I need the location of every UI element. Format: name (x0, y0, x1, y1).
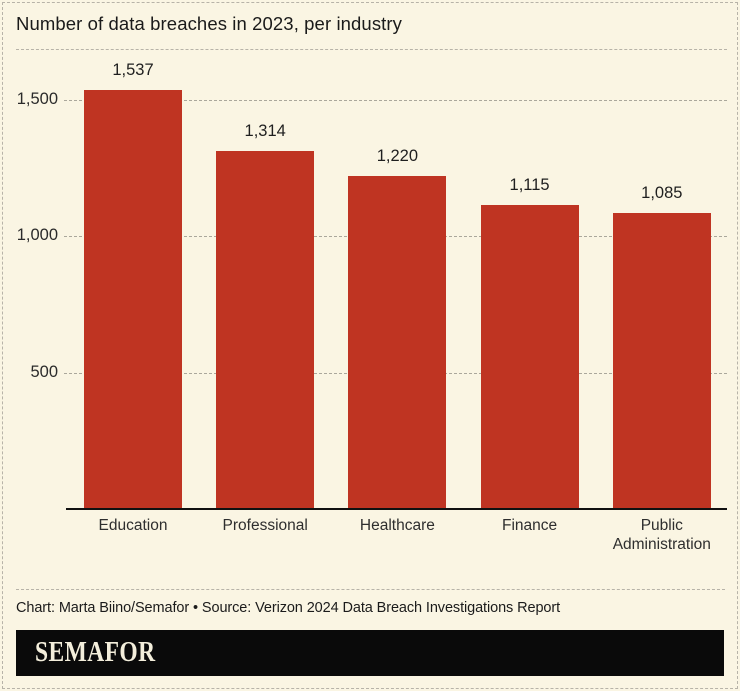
category-label: Healthcare (359, 517, 435, 534)
gridline-1500 (64, 100, 727, 101)
bar-professional (216, 150, 315, 509)
x-axis-line (66, 508, 727, 510)
category-label: Professional (222, 517, 308, 534)
chart-title: Number of data breaches in 2023, per ind… (16, 13, 403, 34)
bar-value-label: 1,220 (376, 147, 419, 166)
bar-value-label: 1,115 (509, 175, 550, 194)
bar-value-label: 1,085 (641, 184, 683, 203)
bar-healthcare (348, 176, 447, 509)
bar-value-label: 1,314 (244, 121, 286, 140)
bar-education (84, 89, 182, 509)
semafor-logo: SEMAFOR (35, 637, 156, 668)
brand-bar: SEMAFOR (16, 630, 724, 676)
bar-value-label: 1,537 (112, 60, 154, 79)
bar-finance (480, 204, 579, 509)
footer-divider (16, 589, 725, 590)
category-label: Education (98, 517, 168, 534)
source-credit: Chart: Marta Biino/Semafor • Source: Ver… (16, 600, 561, 616)
title-divider (16, 49, 727, 50)
y-tick-label: 500 (30, 362, 58, 381)
category-label: Public Administration (612, 517, 711, 553)
y-tick-label: 1,500 (16, 90, 58, 108)
y-tick-label: 1,000 (16, 226, 58, 245)
bar-public-administration (612, 213, 711, 509)
category-label: Finance (502, 517, 558, 534)
